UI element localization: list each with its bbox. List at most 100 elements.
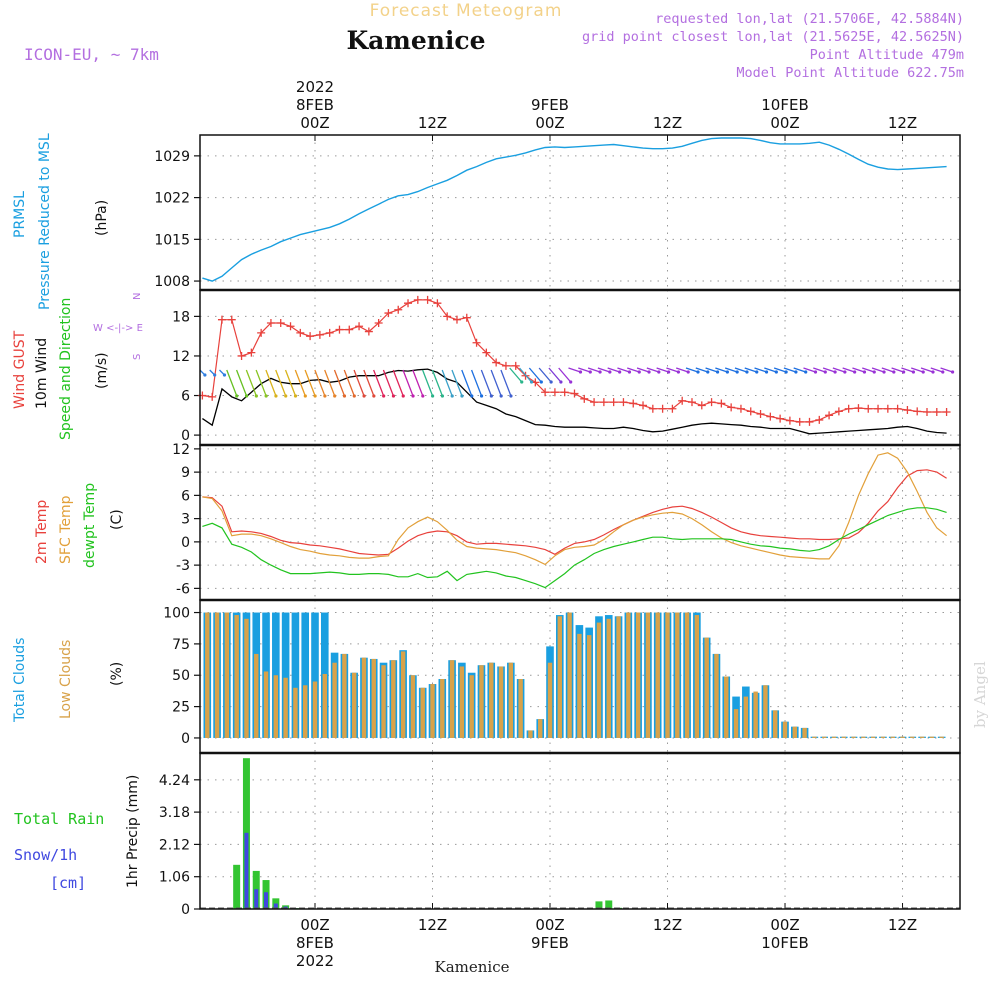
wind-arrow-head	[843, 370, 847, 374]
bottom-tick-label: 12Z	[888, 916, 917, 934]
wind-direction-arrow	[646, 367, 660, 373]
wind-direction-arrow	[852, 367, 865, 373]
wind-direction-arrow	[578, 367, 591, 373]
wind-arrow-head	[902, 370, 906, 374]
wind-direction-arrow	[255, 369, 267, 397]
wind-direction-arrow	[764, 367, 777, 373]
pressure-ytick-label: 1029	[154, 149, 190, 165]
low-cloud-bar	[724, 676, 729, 738]
wind-arrow-head	[892, 370, 896, 374]
low-cloud-bar	[812, 736, 817, 738]
wind-arrow-head	[342, 394, 347, 398]
wind-arrow-head	[657, 370, 661, 374]
low-cloud-bar	[547, 662, 553, 738]
wind-arrow-head	[725, 370, 729, 374]
wind-direction-arrow	[871, 367, 885, 373]
low-cloud-bar	[890, 736, 895, 738]
snow-bar	[264, 892, 269, 909]
wind-direction-arrow	[724, 367, 738, 373]
wind-direction-arrow	[509, 367, 523, 383]
wind-arrow-head	[264, 394, 268, 398]
low-cloud-bar	[753, 691, 758, 738]
precip-ytick-label: 1.06	[159, 870, 190, 886]
low-cloud-bar	[263, 671, 269, 738]
total-cloud-bar	[311, 612, 319, 738]
low-cloud-bar	[283, 677, 288, 738]
wind-direction-arrow	[881, 367, 895, 373]
wind-direction-arrow	[333, 369, 346, 397]
wind-direction-arrow	[822, 367, 836, 373]
wind-arrow-head	[539, 380, 543, 384]
wind-direction-arrow	[480, 369, 492, 397]
snow-bar	[273, 903, 278, 909]
low-cloud-bar	[684, 612, 690, 738]
low-cloud-bar	[655, 612, 660, 738]
wind-arrow-head	[213, 373, 217, 377]
temp-ytick-label: 12	[172, 442, 190, 458]
low-cloud-bar	[332, 662, 337, 738]
low-cloud-bar	[782, 721, 788, 738]
low-cloud-bar	[430, 684, 435, 738]
precip-ytick-label: 2.12	[159, 837, 190, 853]
bottom-tick-label: 12Z	[653, 916, 682, 934]
low-cloud-bar	[479, 665, 484, 738]
wind-label: 10m Wind	[34, 338, 50, 409]
low-cloud-bar	[224, 612, 230, 738]
wind-direction-arrow	[382, 369, 395, 397]
wind-arrow-head	[274, 394, 278, 398]
top-year-label: 2022	[296, 78, 334, 96]
wind-direction-arrow	[284, 369, 297, 397]
wind-direction-arrow	[568, 367, 581, 373]
wind-arrow-head	[588, 370, 592, 374]
low-cloud-bar	[528, 730, 533, 738]
top-tick-label: 12Z	[418, 114, 447, 132]
wind-direction-arrow	[754, 367, 767, 373]
wind-direction-arrow	[773, 367, 787, 373]
low-cloud-bar	[586, 635, 592, 738]
wind-arrow-head	[411, 394, 415, 398]
wind-arrow-head	[520, 380, 524, 384]
low-cloud-bar	[733, 709, 739, 738]
wind-arrow-head	[303, 394, 307, 398]
wind-arrow-head	[313, 394, 317, 398]
wind-direction-arrow	[617, 367, 630, 373]
pressure-unit: (hPa)	[94, 200, 110, 236]
temp-ytick-label: -6	[176, 581, 190, 597]
low-cloud-bar	[361, 657, 367, 738]
wind-direction-arrow	[294, 369, 306, 397]
wind-direction-arrow	[353, 369, 365, 397]
wind-arrow-head	[784, 370, 788, 374]
wind-direction-arrow	[920, 367, 934, 373]
product-title: Forecast Meteogram	[370, 1, 563, 21]
wind-direction-arrow	[832, 367, 846, 373]
wind-arrow-head	[686, 370, 690, 374]
snow-unit-label: [cm]	[50, 874, 86, 892]
low-cloud-bar	[577, 633, 582, 738]
wind-arrow-head	[362, 394, 366, 398]
temp2m-label: 2m Temp	[34, 500, 50, 564]
model-altitude: Model Point Altitude 622.75m	[736, 65, 964, 81]
wind-arrow-head	[676, 370, 681, 374]
model-label: ICON-EU, ~ 7km	[24, 45, 159, 64]
wind-direction-arrow	[470, 369, 483, 397]
wind-direction-arrow	[930, 367, 943, 373]
wind-arrow-head	[401, 394, 405, 398]
wind-arrow-head	[293, 394, 298, 398]
low-cloud-bar	[214, 612, 220, 738]
wind-direction-arrow	[744, 367, 757, 373]
compass-s: S	[132, 354, 143, 360]
wind-arrow-head	[254, 394, 258, 398]
sfc-temp-line	[202, 452, 947, 566]
low-cloud-bar	[557, 616, 562, 738]
low-cloud-bar	[371, 658, 376, 738]
wind-arrow-head	[941, 370, 945, 374]
wind-direction-arrow	[363, 369, 375, 397]
wind-arrow-head	[853, 370, 857, 374]
gust-line	[202, 299, 947, 423]
wind-direction-arrow	[304, 369, 316, 397]
wind-arrow-head	[323, 394, 327, 398]
pressure-panel-frame	[199, 134, 961, 291]
wind-arrow-head	[813, 370, 818, 374]
low-cloud-bar	[234, 615, 239, 738]
footer-station: Kamenice	[435, 958, 510, 976]
